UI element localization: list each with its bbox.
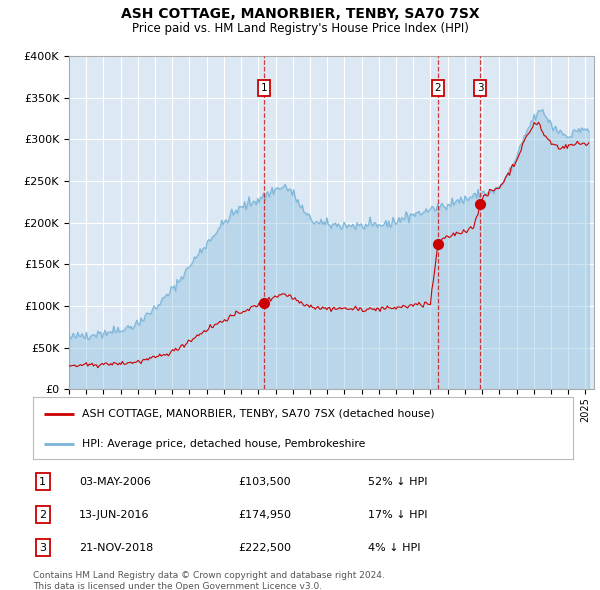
Text: 1: 1	[39, 477, 46, 487]
Text: £103,500: £103,500	[238, 477, 291, 487]
Text: £222,500: £222,500	[238, 543, 291, 553]
Text: 4% ↓ HPI: 4% ↓ HPI	[368, 543, 420, 553]
Text: 2: 2	[435, 83, 442, 93]
Text: 3: 3	[39, 543, 46, 553]
Text: Contains HM Land Registry data © Crown copyright and database right 2024.
This d: Contains HM Land Registry data © Crown c…	[33, 571, 385, 590]
Text: 52% ↓ HPI: 52% ↓ HPI	[368, 477, 427, 487]
Text: 17% ↓ HPI: 17% ↓ HPI	[368, 510, 427, 520]
Text: ASH COTTAGE, MANORBIER, TENBY, SA70 7SX: ASH COTTAGE, MANORBIER, TENBY, SA70 7SX	[121, 7, 479, 21]
Text: £174,950: £174,950	[238, 510, 291, 520]
Text: HPI: Average price, detached house, Pembrokeshire: HPI: Average price, detached house, Pemb…	[82, 438, 365, 448]
Text: 21-NOV-2018: 21-NOV-2018	[79, 543, 153, 553]
Text: 13-JUN-2016: 13-JUN-2016	[79, 510, 149, 520]
Text: 3: 3	[477, 83, 484, 93]
Text: 03-MAY-2006: 03-MAY-2006	[79, 477, 151, 487]
Text: 1: 1	[261, 83, 268, 93]
Text: 2: 2	[39, 510, 46, 520]
Text: Price paid vs. HM Land Registry's House Price Index (HPI): Price paid vs. HM Land Registry's House …	[131, 22, 469, 35]
Text: ASH COTTAGE, MANORBIER, TENBY, SA70 7SX (detached house): ASH COTTAGE, MANORBIER, TENBY, SA70 7SX …	[82, 409, 434, 419]
